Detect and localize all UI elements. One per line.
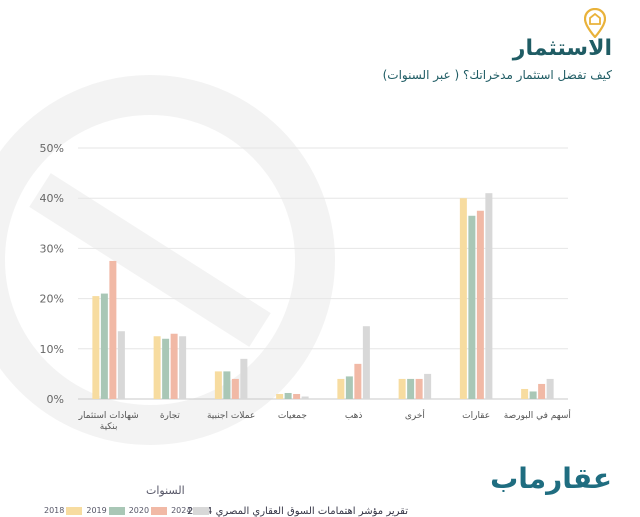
y-tick-label: 40% [40, 192, 64, 205]
x-tick-label: جمعيات [278, 411, 307, 421]
x-tick-label: شهادات استثمار [78, 411, 139, 421]
bar [109, 260, 117, 399]
legend-item: 2020 [128, 506, 168, 515]
brand-logo-text: عقارماب [490, 462, 612, 495]
legend-label: 2020 [128, 506, 150, 515]
bar [415, 378, 423, 399]
bar [476, 210, 484, 399]
chart-subtitle: كيف تفضل استثمار مدخراتك؟ ( عبر السنوات) [382, 68, 612, 82]
bar [485, 193, 493, 399]
bar [354, 363, 362, 399]
page-title: الاستثمار [512, 36, 612, 61]
bar [153, 336, 161, 399]
bar [179, 336, 187, 399]
bar [170, 333, 178, 399]
legend-swatch [108, 506, 125, 515]
bar [240, 358, 248, 399]
bar [337, 378, 345, 399]
bar [231, 378, 239, 399]
legend-swatch [193, 506, 210, 515]
bar [546, 378, 554, 399]
bar [398, 378, 406, 399]
x-tick-label: عملات اجنبية [207, 411, 255, 421]
bar [529, 391, 537, 399]
bar [538, 383, 546, 399]
bar [301, 396, 309, 399]
x-tick-label: أخرى [405, 409, 425, 421]
x-tick-label: تجارة [160, 411, 181, 421]
bar [162, 338, 170, 399]
bar [100, 293, 108, 399]
y-tick-label: 10% [40, 343, 64, 356]
bar [468, 215, 476, 399]
bar [223, 371, 231, 399]
x-tick-label: عقارات [462, 411, 490, 421]
bar [92, 296, 100, 399]
bar [345, 376, 353, 399]
bar [276, 393, 284, 399]
legend-swatch [151, 506, 168, 515]
y-tick-label: 50% [40, 142, 64, 155]
bar [521, 388, 529, 399]
bar [459, 198, 467, 399]
x-tick-label: بنكية [100, 422, 118, 432]
source-note: تقرير مؤشر اهتمامات السوق العقاري المصري… [187, 506, 408, 517]
bar [284, 392, 292, 399]
bar [293, 393, 301, 399]
y-tick-label: 20% [40, 293, 64, 306]
bar [424, 373, 432, 399]
legend-item: 2019 [86, 506, 125, 515]
location-pin-icon [584, 8, 606, 38]
bar [214, 371, 222, 399]
legend-swatch [66, 506, 83, 515]
bar [407, 378, 415, 399]
legend-label: 2018 [44, 506, 65, 515]
x-tick-label: أسهم في البورصة [504, 409, 571, 421]
bar [117, 331, 125, 399]
chart-legend: 2018 2019 2020 2024 [44, 506, 210, 515]
bar [362, 326, 370, 399]
legend-title: السنوات [146, 484, 185, 497]
x-tick-label: ذهب [345, 411, 363, 421]
legend-item: 2024 [171, 506, 210, 515]
legend-item: 2018 [44, 506, 83, 515]
y-tick-label: 0% [47, 393, 64, 406]
legend-label: 2024 [171, 506, 192, 515]
legend-label: 2019 [86, 506, 107, 515]
y-tick-label: 30% [40, 242, 64, 255]
